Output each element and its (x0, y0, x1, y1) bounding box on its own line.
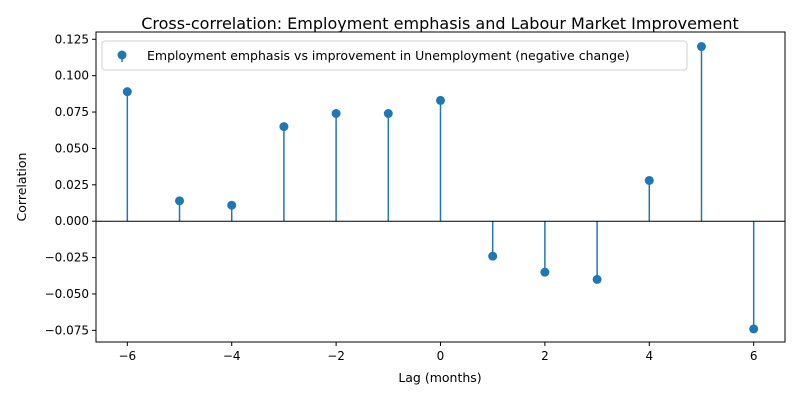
y-tick-label: 0.100 (55, 69, 89, 83)
stem-point (279, 122, 289, 132)
y-tick-label: −0.025 (45, 251, 89, 265)
y-tick-label: 0.050 (55, 141, 89, 155)
stem-point (122, 87, 132, 97)
x-tick-label: −4 (223, 349, 241, 363)
chart-title: Cross-correlation: Employment emphasis a… (141, 14, 739, 33)
x-tick-label: 6 (750, 349, 758, 363)
x-tick-label: −2 (327, 349, 345, 363)
y-tick-label: 0.125 (55, 32, 89, 46)
x-tick-label: −6 (118, 349, 136, 363)
stem-point (644, 175, 654, 185)
stem-point (331, 109, 341, 119)
stem-point (696, 42, 706, 52)
x-tick-label: 2 (541, 349, 549, 363)
legend: Employment emphasis vs improvement in Un… (101, 40, 688, 71)
stem-point (488, 251, 498, 261)
x-tick-label: 4 (645, 349, 653, 363)
legend-entry: Employment emphasis vs improvement in Un… (147, 48, 630, 63)
stem-point (540, 267, 550, 277)
stem-point (436, 95, 445, 105)
y-tick-label: 0.000 (55, 214, 89, 228)
tick-marks: −6 −4 −2 0 2 4 6 −0.075 −0.050 −0.025 0.000 0.025 0.… (45, 32, 758, 363)
stem-point (175, 196, 185, 206)
y-tick-label: −0.050 (45, 287, 89, 301)
stem-point (592, 274, 602, 284)
y-tick-label: 0.025 (55, 178, 89, 192)
stem-point (227, 200, 237, 210)
x-axis-label: Lag (months) (398, 370, 481, 385)
stem-point (383, 109, 393, 119)
x-tick-label: 0 (437, 349, 445, 363)
legend-box (101, 40, 688, 71)
stem-series (122, 42, 759, 334)
y-tick-label: 0.075 (55, 105, 89, 119)
stem-point (749, 324, 759, 334)
legend-dot-marker (117, 50, 127, 60)
y-axis-label: Correlation (14, 153, 29, 222)
y-tick-label: −0.075 (45, 323, 89, 337)
